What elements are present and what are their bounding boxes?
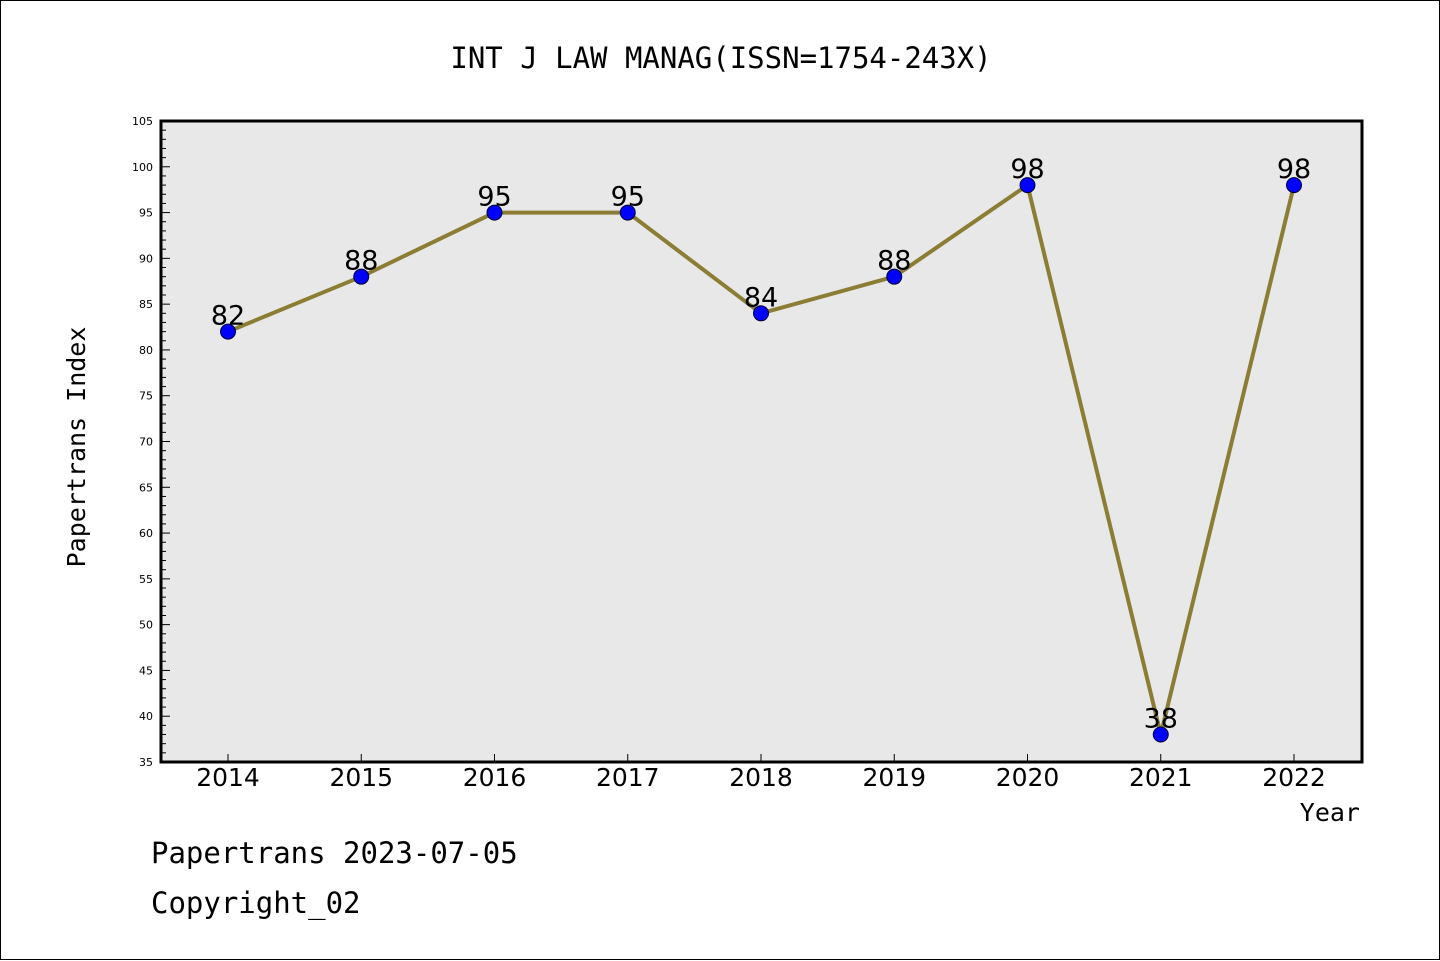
footer-copyright: Copyright_02 [151,886,361,920]
x-axis-label: Year [1300,798,1360,827]
data-label: 84 [744,282,778,313]
x-axis: 2014 2015 2016 2017 2018 2019 2020 2021 2022 [196,754,1326,792]
y-tick-label: 80 [139,344,153,357]
data-label: 88 [877,246,911,277]
data-point [1019,177,1036,194]
data-point [1152,726,1169,743]
x-tick-label: 2014 [196,763,260,792]
y-tick-label: 40 [139,710,153,723]
y-tick-label: 45 [139,664,153,677]
data-label: 98 [1010,154,1044,185]
y-tick-label: 100 [132,161,153,174]
data-label: 98 [1277,154,1311,185]
y-tick-label: 75 [139,390,153,403]
data-label: 88 [344,246,378,277]
data-label: 95 [477,182,511,213]
x-tick-label: 2016 [463,763,527,792]
data-point [353,268,370,285]
data-label: 38 [1144,704,1178,735]
x-tick-label: 2019 [862,763,926,792]
y-tick-label: 60 [139,527,153,540]
y-tick-label: 95 [139,207,153,220]
y-axis: 35 40 45 50 55 60 65 70 75 80 85 90 95 100 105 [132,115,170,769]
x-tick-label: 2015 [329,763,393,792]
data-label: 95 [611,182,645,213]
y-axis-label: Papertrans Index [62,327,91,568]
data-point [886,268,903,285]
y-tick-label: 90 [139,252,153,265]
chart-title: INT J LAW MANAG(ISSN=1754-243X) [450,41,991,75]
y-tick-label: 70 [139,436,153,449]
footer-date: Papertrans 2023-07-05 [151,836,518,870]
y-tick-label: 55 [139,573,153,586]
x-tick-label: 2018 [729,763,793,792]
data-point [753,305,769,322]
y-tick-label: 105 [132,115,153,128]
data-point [220,323,236,340]
data-points [220,177,1302,743]
y-tick-label: 50 [139,619,153,632]
y-tick-label: 65 [139,481,153,494]
plot-area [159,119,1364,764]
data-point [486,204,503,221]
x-tick-label: 2017 [596,763,660,792]
y-tick-label: 85 [139,298,153,311]
x-tick-label: 2020 [996,763,1060,792]
data-label: 82 [211,301,245,332]
x-tick-label: 2021 [1129,763,1193,792]
data-labels: 82 88 95 95 84 88 98 38 98 [211,154,1311,734]
x-tick-label: 2022 [1262,763,1326,792]
data-point [619,204,636,221]
y-tick-label: 35 [139,756,153,769]
data-point [1286,177,1302,194]
